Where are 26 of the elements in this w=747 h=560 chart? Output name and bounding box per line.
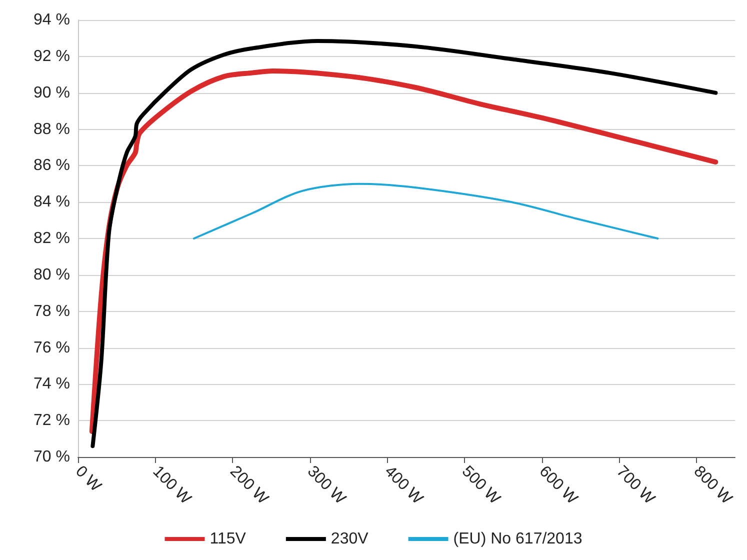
y-tick-label: 72 %: [34, 412, 70, 430]
x-tick-label: 500 W: [458, 462, 504, 508]
y-tick-label: 84 %: [34, 194, 70, 211]
y-tick-label: 86 %: [34, 157, 70, 174]
y-tick-label: 82 %: [34, 230, 70, 247]
legend-label: 115V: [210, 530, 246, 548]
x-tick-label: 0 W: [72, 462, 105, 496]
y-tick-label: 76 %: [34, 339, 70, 356]
y-tick-label: 74 %: [34, 376, 70, 393]
x-tick-label: 600 W: [536, 462, 582, 508]
y-tick-label: 92 %: [34, 48, 70, 65]
x-tick-label: 400 W: [381, 462, 426, 508]
x-tick-label: 300 W: [304, 462, 350, 508]
y-tick-label: 78 %: [34, 302, 70, 320]
y-tick-label: 88 %: [34, 120, 70, 138]
y-tick-label: 80 %: [34, 266, 70, 284]
y-tick-label: 70 %: [34, 448, 70, 466]
x-tick-label: 100 W: [149, 462, 195, 508]
legend-label: (EU) No 617/2013: [453, 530, 582, 548]
x-tick-label: 200 W: [226, 462, 272, 508]
x-tick-label: 700 W: [613, 462, 658, 508]
x-tick-label: 800 W: [690, 462, 736, 508]
y-tick-label: 90 %: [34, 84, 70, 102]
line-series: [192, 182, 659, 240]
legend-label: 230V: [330, 530, 369, 548]
y-tick-label: 94 %: [34, 12, 70, 28]
